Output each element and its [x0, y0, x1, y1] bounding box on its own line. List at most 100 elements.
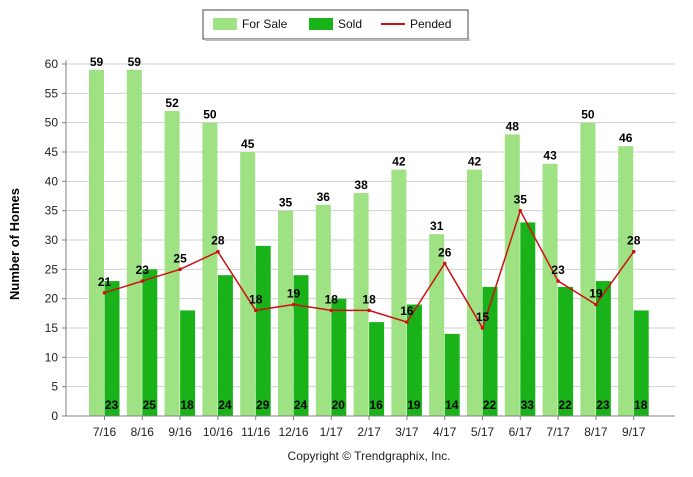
x-tick-label-7/17: 7/17: [546, 425, 570, 439]
label-sold-3/17: 19: [407, 398, 421, 412]
label-sold-7/16: 23: [105, 398, 119, 412]
label-for-sale-5/17: 42: [468, 155, 482, 169]
x-tick-label-1/17: 1/17: [320, 425, 344, 439]
bar-sold-2/17: [369, 322, 385, 416]
x-tick-label-4/17: 4/17: [433, 425, 457, 439]
bar-for-sale-3/17: [391, 169, 407, 416]
label-sold-5/17: 22: [483, 398, 497, 412]
bar-for-sale-7/16: [89, 69, 104, 416]
legend-swatch-sold: [309, 18, 333, 30]
pended-point-7/17: [556, 279, 560, 283]
x-tick-label-9/16: 9/16: [168, 425, 192, 439]
pended-point-9/17: [631, 249, 636, 254]
legend-shadow: [205, 39, 470, 41]
x-tick-label-3/17: 3/17: [395, 425, 419, 439]
label-sold-1/17: 20: [332, 398, 346, 412]
legend-label-sold: Sold: [338, 17, 362, 31]
bar-sold-8/17: [595, 281, 611, 416]
legend-box: [202, 9, 469, 40]
label-for-sale-6/17: 48: [506, 119, 520, 133]
x-tick-label-7/16: 7/16: [93, 425, 117, 439]
bar-sold-7/17: [558, 286, 574, 416]
label-pended-10/16: 28: [211, 234, 225, 248]
label-for-sale-2/17: 38: [354, 178, 368, 192]
label-for-sale-8/16: 59: [128, 55, 142, 69]
y-tick-label-15: 15: [45, 321, 59, 335]
pended-point-6/17: [518, 208, 523, 213]
pended-point-3/17: [405, 320, 409, 324]
label-sold-4/17: 14: [445, 398, 459, 412]
bar-sold-9/16: [180, 310, 196, 416]
label-for-sale-7/16: 59: [90, 55, 104, 69]
bar-for-sale-10/16: [202, 122, 218, 417]
bar-sold-8/16: [142, 269, 158, 416]
y-axis-title: Number of Homes: [7, 188, 22, 300]
bar-for-sale-8/17: [580, 122, 596, 417]
label-pended-7/16: 21: [98, 275, 112, 289]
x-tick-label-2/17: 2/17: [357, 425, 381, 439]
bar-sold-12/16: [293, 275, 309, 416]
bar-sold-4/17: [444, 333, 460, 416]
label-pended-9/17: 28: [627, 234, 641, 248]
y-tick-label-0: 0: [51, 409, 58, 423]
y-tick-label-30: 30: [45, 233, 59, 247]
label-for-sale-9/17: 46: [619, 131, 633, 145]
label-for-sale-7/17: 43: [543, 149, 557, 163]
label-for-sale-3/17: 42: [392, 155, 406, 169]
pended-point-8/17: [594, 302, 598, 307]
pended-point-2/17: [367, 308, 371, 313]
bar-sold-10/16: [217, 275, 233, 416]
pended-point-4/17: [442, 261, 447, 266]
bar-sold-9/17: [633, 310, 649, 416]
data-labels: 59 23 59 25 52 18 50 24 45 29 35 24 36 20 38 16 42 19 31 14…: [90, 55, 648, 412]
y-tick-label-5: 5: [51, 380, 58, 394]
x-tick-label-10/16: 10/16: [203, 425, 233, 439]
label-for-sale-10/16: 50: [203, 108, 217, 122]
legend-swatch-for-sale: [213, 18, 237, 30]
label-sold-8/17: 23: [596, 398, 610, 412]
y-tick-label-35: 35: [45, 204, 59, 218]
bar-for-sale-4/17: [429, 234, 445, 416]
bar-sold-6/17: [520, 222, 536, 416]
x-tick-label-8/17: 8/17: [584, 425, 608, 439]
label-sold-2/17: 16: [369, 398, 383, 412]
bar-for-sale-5/17: [467, 169, 482, 416]
pended-line-layer: [102, 208, 636, 330]
x-tick-label-9/17: 9/17: [622, 425, 646, 439]
bar-for-sale-9/16: [164, 110, 180, 416]
label-pended-8/16: 23: [136, 263, 150, 277]
pended-point-8/16: [140, 279, 145, 283]
label-pended-9/16: 25: [173, 251, 187, 265]
y-tick-label-45: 45: [45, 145, 59, 159]
x-tick-label-5/17: 5/17: [471, 425, 495, 439]
bar-for-sale-7/17: [542, 163, 558, 416]
label-sold-9/16: 18: [180, 398, 194, 412]
y-tick-label-10: 10: [45, 350, 59, 364]
bars: [89, 69, 649, 417]
legend-label-for-sale: For Sale: [242, 17, 288, 31]
axes: 0 5 10 15 20 25 30 35 40 45 50 55 60 7/16 8/16 9/16 10/1…: [45, 57, 675, 439]
bar-for-sale-12/16: [278, 210, 293, 416]
bar-sold-1/17: [331, 298, 347, 416]
label-sold-9/17: 18: [634, 398, 648, 412]
y-tick-label-60: 60: [45, 57, 59, 71]
label-for-sale-12/16: 35: [279, 196, 293, 210]
label-pended-3/17: 16: [400, 304, 414, 318]
legend: For Sale Sold Pended: [202, 9, 470, 41]
bar-for-sale-1/17: [315, 204, 331, 416]
label-sold-12/16: 24: [294, 398, 308, 412]
y-tick-label-40: 40: [45, 174, 59, 188]
pended-point-11/16: [253, 308, 258, 313]
label-sold-8/16: 25: [143, 398, 157, 412]
pended-point-5/17: [480, 326, 485, 330]
x-tick-label-6/17: 6/17: [509, 425, 533, 439]
label-for-sale-9/16: 52: [165, 96, 179, 110]
y-tick-label-20: 20: [45, 292, 59, 306]
label-sold-10/16: 24: [218, 398, 232, 412]
bar-for-sale-2/17: [353, 193, 369, 416]
label-pended-11/16: 18: [249, 292, 263, 306]
bar-sold-5/17: [482, 286, 498, 416]
label-sold-6/17: 33: [521, 398, 535, 412]
